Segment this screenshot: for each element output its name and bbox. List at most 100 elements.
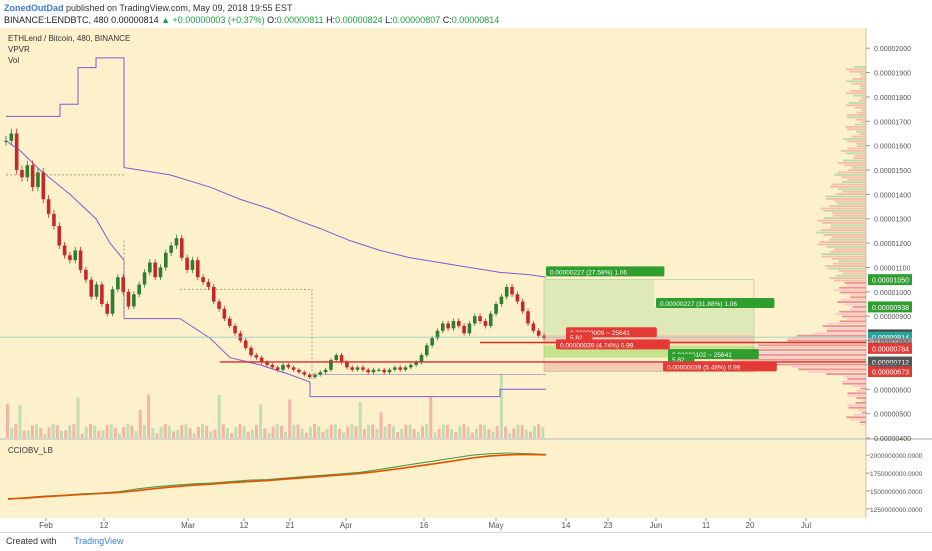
vpvr-bar xyxy=(853,414,866,416)
volume-bar xyxy=(126,424,130,438)
volume-bar xyxy=(304,432,308,438)
candle-body xyxy=(350,367,355,370)
legend-cciobv[interactable]: CCIOBV_LB xyxy=(8,446,53,455)
vpvr-bar xyxy=(816,231,866,234)
candle-body xyxy=(398,367,402,370)
volume-bar xyxy=(445,424,449,438)
vpvr-bar xyxy=(791,366,866,368)
chart-area[interactable]: 0.00000227 (27.58%) 1.06 0.00000227 (31.8… xyxy=(0,28,932,532)
volume-bar xyxy=(433,432,437,438)
candle-body xyxy=(265,362,269,365)
vpvr-bar xyxy=(861,411,866,414)
time-tick-label: 12 xyxy=(100,521,109,530)
vpvr-bar xyxy=(855,402,866,404)
tradingview-brand[interactable]: TradingView xyxy=(74,536,124,546)
price-axis-label: 0.00000712 xyxy=(872,360,909,367)
volume-bar xyxy=(163,424,167,438)
vpvr-bar xyxy=(856,390,866,392)
footer: Created with TradingView xyxy=(0,532,932,551)
volume-bar xyxy=(259,404,263,438)
vpvr-bar xyxy=(844,164,866,167)
vpvr-bar xyxy=(841,176,866,179)
vpvr-bar xyxy=(828,205,866,207)
vpvr-bar xyxy=(826,246,866,248)
volume-bar xyxy=(184,424,188,438)
volume-bar xyxy=(479,424,483,438)
price-tick-label: 0.00001300 xyxy=(874,217,911,224)
legend-vol[interactable]: Vol xyxy=(8,56,19,65)
candle-body xyxy=(323,369,328,373)
price-axis-label: 0.00000784 xyxy=(872,346,909,353)
candle-body xyxy=(286,364,291,368)
vpvr-bar xyxy=(852,78,866,80)
vpvr-bar xyxy=(735,351,866,354)
vpvr-bar xyxy=(847,284,866,287)
price-tick-label: 0.00000800 xyxy=(874,339,911,346)
vpvr-bar xyxy=(859,87,866,90)
volume-bar xyxy=(450,429,454,438)
volume-bar xyxy=(101,430,105,438)
volume-bar xyxy=(47,427,51,438)
candle-body xyxy=(222,308,227,319)
volume-bar xyxy=(367,424,371,438)
volume-bar xyxy=(263,428,267,438)
volume-bar xyxy=(18,405,22,438)
low-value: 0.00000807 xyxy=(392,15,441,25)
candle-body xyxy=(440,323,445,331)
vpvr-bar xyxy=(855,142,866,145)
volume-bar xyxy=(22,430,26,438)
candle-body xyxy=(345,362,349,368)
vpvr-bar xyxy=(834,174,866,176)
vpvr-bar xyxy=(854,154,866,157)
candle-body xyxy=(451,321,456,329)
vpvr-bar xyxy=(819,241,866,243)
price-tick-label: 0.00001100 xyxy=(874,265,911,272)
volume-bar xyxy=(495,426,499,438)
time-tick-label: Feb xyxy=(39,521,53,530)
vpvr-bar xyxy=(837,202,866,205)
high-label: H: xyxy=(326,15,336,25)
candle-body xyxy=(520,301,525,312)
time-tick-label: 12 xyxy=(240,521,249,530)
sub-tick-label: 1250000000.0000 xyxy=(870,507,923,514)
time-tick-label: Apr xyxy=(340,521,353,530)
volume-bar xyxy=(487,429,491,438)
vpvr-bar xyxy=(835,193,866,195)
volume-bar xyxy=(441,424,445,438)
target-zone-1 xyxy=(544,279,654,335)
volume-bar xyxy=(167,425,171,438)
chart-svg[interactable]: 0.00000227 (27.58%) 1.06 0.00000227 (31.8… xyxy=(0,28,932,532)
volume-bar xyxy=(43,433,47,438)
volume-bar xyxy=(142,425,146,438)
legend-vpvr[interactable]: VPVR xyxy=(8,45,30,54)
position-tag-text: 0.00000039 (5.48%) 0.99 xyxy=(667,364,741,371)
price-axis-label-bg xyxy=(868,301,912,313)
vpvr-bar xyxy=(839,310,866,313)
candle-body xyxy=(100,284,104,304)
vpvr-bar xyxy=(858,99,866,102)
vpvr-bar xyxy=(854,106,866,109)
volume-bar xyxy=(371,424,375,438)
vpvr-bar xyxy=(846,404,866,407)
volume-bar xyxy=(225,428,229,438)
candle-body xyxy=(78,250,83,270)
author-link[interactable]: ZonedOutDad xyxy=(4,3,64,13)
volume-bar xyxy=(346,426,350,438)
vpvr-bar xyxy=(847,392,866,395)
volume-bar xyxy=(267,432,271,438)
vpvr-bar xyxy=(856,111,866,114)
price-tick-label: 0.00000900 xyxy=(874,314,911,321)
vpvr-bar xyxy=(735,354,866,356)
volume-bar xyxy=(483,424,487,438)
candle-body xyxy=(73,250,78,261)
candle-body xyxy=(9,133,14,141)
candle-body xyxy=(483,321,488,326)
candle-body xyxy=(30,165,35,188)
vpvr-bar xyxy=(849,418,866,421)
volume-bar xyxy=(68,425,72,438)
volume-bar xyxy=(400,428,404,438)
publish-line: ZonedOutDad published on TradingView.com… xyxy=(4,3,293,13)
vpvr-bar xyxy=(826,330,866,332)
volume-bar xyxy=(221,424,225,438)
price-tick-label: 0.00000500 xyxy=(874,412,911,419)
